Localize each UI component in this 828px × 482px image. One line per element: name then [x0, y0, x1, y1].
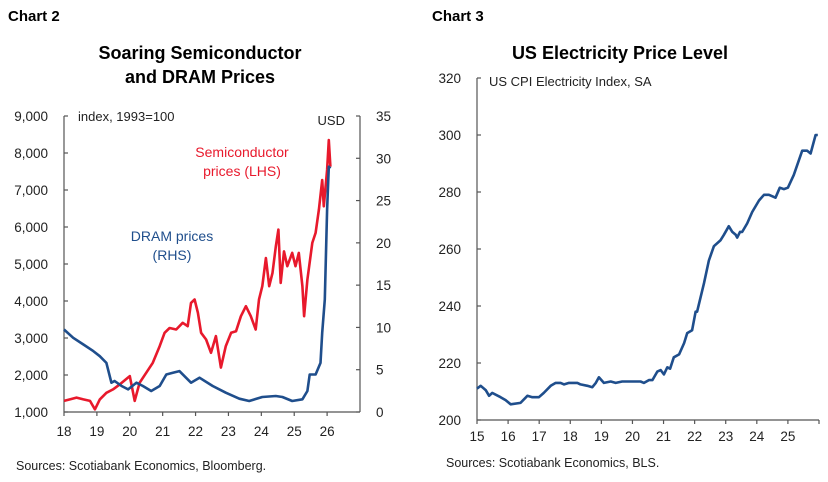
left-tick-label: 1,000: [14, 405, 48, 420]
y-tick-label: 240: [438, 299, 461, 314]
chart-3-axis-note: US CPI Electricity Index, SA: [489, 74, 652, 89]
chart-2: Chart 2 Soaring Semiconductor and DRAM P…: [8, 8, 391, 473]
chart-2-title-line-2: and DRAM Prices: [125, 67, 275, 87]
semiconductor-prices-line: [63, 138, 332, 411]
chart-3-axes: 200 220 240 260 280 300 320 15 16 17 18 19 20 21 22 23 2…: [438, 71, 820, 444]
x-tick-label: 21: [155, 424, 170, 439]
x-tick-label: 18: [563, 429, 578, 444]
y-tick-label: 300: [438, 128, 461, 143]
x-tick-label: 19: [89, 424, 104, 439]
x-tick-label: 23: [221, 424, 236, 439]
chart-2-title-line-1: Soaring Semiconductor: [98, 43, 301, 63]
right-tick-label: 25: [376, 194, 391, 209]
chart-2-axes: 1,000 2,000 3,000 4,000 5,000 6,000 7,000 8,000…: [14, 109, 391, 439]
chart-2-right-axis-note: USD: [318, 113, 345, 128]
semiconductor-series-label-1: Semiconductor: [195, 144, 289, 160]
x-tick-label: 24: [254, 424, 270, 439]
chart-3-series: [476, 133, 818, 406]
left-tick-label: 2,000: [14, 368, 48, 383]
chart-3: Chart 3 US Electricity Price Level US CP…: [432, 8, 820, 470]
x-tick-label: 25: [780, 429, 795, 444]
right-tick-label: 0: [376, 405, 384, 420]
y-tick-label: 200: [438, 413, 461, 428]
x-tick-label: 15: [469, 429, 484, 444]
x-tick-label: 26: [320, 424, 335, 439]
x-tick-label: 22: [188, 424, 203, 439]
left-tick-label: 5,000: [14, 257, 48, 272]
y-tick-label: 260: [438, 242, 461, 257]
dram-prices-line: [63, 165, 332, 403]
x-tick-label: 19: [594, 429, 609, 444]
chart-2-series: [63, 138, 332, 411]
left-tick-label: 8,000: [14, 146, 48, 161]
x-tick-label: 21: [656, 429, 671, 444]
dram-series-label-2: (RHS): [153, 247, 192, 263]
x-tick-label: 25: [287, 424, 302, 439]
semiconductor-series-label-2: prices (LHS): [203, 163, 281, 179]
left-tick-label: 9,000: [14, 109, 48, 124]
x-tick-label: 20: [122, 424, 137, 439]
x-tick-label: 23: [718, 429, 733, 444]
x-tick-label: 18: [56, 424, 71, 439]
y-tick-label: 320: [438, 71, 461, 86]
x-tick-label: 17: [532, 429, 547, 444]
chart-3-header: Chart 3: [432, 8, 484, 25]
x-tick-label: 16: [501, 429, 516, 444]
y-tick-label: 220: [438, 356, 461, 371]
right-tick-label: 5: [376, 363, 384, 378]
chart-3-title: US Electricity Price Level: [512, 43, 728, 63]
right-tick-label: 30: [376, 151, 391, 166]
y-tick-label: 280: [438, 185, 461, 200]
dram-series-label-1: DRAM prices: [131, 228, 213, 244]
x-tick-label: 20: [625, 429, 640, 444]
x-tick-label: 22: [687, 429, 702, 444]
right-tick-label: 10: [376, 320, 391, 335]
chart-3-source: Sources: Scotiabank Economics, BLS.: [446, 456, 659, 470]
right-tick-label: 35: [376, 109, 391, 124]
chart-2-source: Sources: Scotiabank Economics, Bloomberg…: [16, 459, 266, 473]
left-tick-label: 4,000: [14, 294, 48, 309]
right-tick-label: 20: [376, 236, 391, 251]
left-tick-label: 6,000: [14, 220, 48, 235]
left-tick-label: 7,000: [14, 183, 48, 198]
left-tick-label: 3,000: [14, 331, 48, 346]
electricity-cpi-line: [476, 133, 818, 406]
x-tick-label: 24: [749, 429, 765, 444]
right-tick-label: 15: [376, 278, 391, 293]
chart-2-left-axis-note: index, 1993=100: [78, 109, 175, 124]
chart-2-header: Chart 2: [8, 8, 60, 25]
